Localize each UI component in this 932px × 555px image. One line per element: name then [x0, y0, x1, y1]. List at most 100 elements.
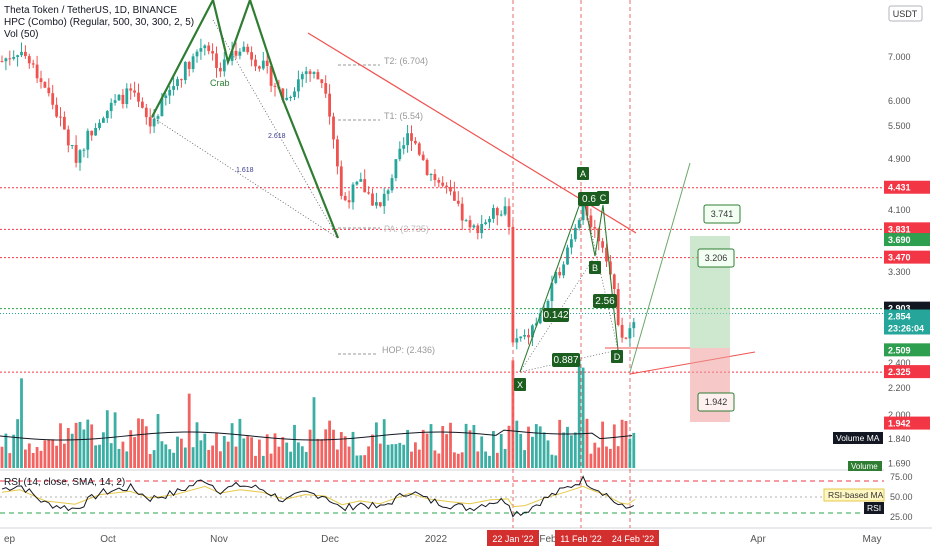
- volume-bar: [371, 434, 374, 468]
- currency-badge[interactable]: [888, 5, 923, 22]
- volume-bar: [511, 360, 515, 468]
- volume-bar: [355, 455, 359, 468]
- volume-bar: [484, 451, 487, 468]
- volume-bar: [277, 446, 281, 468]
- candle-body: [531, 325, 534, 338]
- volume-badge-bg: [848, 461, 882, 471]
- candle-body: [585, 204, 589, 216]
- volume-bar: [542, 432, 546, 468]
- volume-bar: [581, 367, 585, 468]
- currency-badge-text: USDT: [893, 9, 918, 19]
- price-tick-label: 1.690: [888, 458, 911, 468]
- volume-bar: [589, 453, 593, 468]
- candle-body: [207, 45, 211, 52]
- volume-bar: [222, 435, 226, 468]
- candle-body: [378, 202, 382, 207]
- pattern-point-d: [611, 350, 623, 363]
- price-label-6: 23:26:04: [888, 324, 924, 334]
- candle-body: [105, 111, 109, 119]
- volume-bar: [308, 429, 312, 468]
- candle-body: [304, 71, 308, 75]
- rsi-ma-badge: RSI-based MA: [828, 490, 884, 500]
- volume-bar: [261, 455, 265, 468]
- volume-bar: [82, 429, 86, 468]
- volume-bar: [199, 440, 203, 468]
- volume-bar: [562, 432, 565, 468]
- price-label-box-3: [884, 250, 930, 264]
- price-label-2: 3.690: [888, 235, 911, 245]
- price-label-1: 3.831: [888, 224, 911, 234]
- volume-bar: [359, 455, 363, 468]
- candle-body: [129, 88, 133, 91]
- volume-bar: [242, 438, 246, 468]
- volume-bar: [378, 443, 382, 468]
- volume-bar: [137, 418, 140, 468]
- price-label-box-6: [884, 321, 930, 335]
- price-tick-label: 5.500: [888, 121, 911, 131]
- pattern-point-label-c: C: [600, 193, 607, 203]
- candle-body: [16, 55, 19, 57]
- volume-bar: [39, 450, 43, 468]
- candle-body: [624, 337, 628, 339]
- pattern-ratio-0: 0.6: [582, 194, 596, 205]
- candle-body: [414, 140, 417, 144]
- volume-bar: [226, 441, 230, 468]
- volume-bar: [558, 419, 562, 468]
- pattern-point-b: [589, 261, 601, 274]
- candle-body: [109, 102, 113, 112]
- volume-bar: [609, 448, 612, 468]
- candle-body: [4, 58, 8, 62]
- candle-body: [234, 50, 238, 56]
- candle-body: [203, 45, 207, 49]
- pa-label: PA: (3.735): [384, 224, 429, 234]
- volume-bar: [172, 452, 175, 468]
- pattern-ratio-1: 0.142: [543, 310, 568, 321]
- crab-ratio-2618: 2.618: [268, 133, 286, 140]
- legend-hpc-indicator: HPC (Combo) (Regular, 500, 30, 300, 2, 5…: [4, 17, 195, 28]
- candle-body: [113, 100, 117, 103]
- candle-body: [152, 118, 156, 127]
- volume-bar: [55, 445, 58, 468]
- candle-body: [238, 51, 242, 56]
- volume-bar: [382, 419, 386, 468]
- legend-volume-indicator: Vol (50): [4, 29, 39, 40]
- volume-bar: [570, 435, 573, 468]
- price-label-4: 2.903: [888, 304, 911, 314]
- candle-body: [35, 64, 39, 79]
- candle-body: [609, 261, 612, 275]
- volume-bar: [445, 434, 448, 468]
- candle-body: [176, 79, 179, 87]
- candle-body: [410, 133, 413, 141]
- candle-body: [449, 186, 452, 192]
- candle-body: [164, 95, 168, 99]
- candle-body: [289, 97, 292, 99]
- price-label-7: 2.509: [888, 345, 911, 355]
- candle-body: [94, 127, 97, 136]
- candle-body: [63, 116, 66, 130]
- time-highlight-label-2: 24 Feb '22: [612, 534, 654, 544]
- volume-bar: [332, 429, 335, 468]
- volume-bar: [488, 455, 491, 468]
- candle-body: [160, 98, 164, 117]
- rsi-badge-bg: [864, 502, 884, 514]
- candle-body: [258, 66, 261, 69]
- volume-bar: [269, 453, 273, 468]
- volume-bar: [86, 419, 90, 468]
- candle-body: [581, 204, 585, 221]
- pattern-ratio-3: 0.887: [553, 355, 578, 366]
- volume-bar: [375, 422, 378, 468]
- candle-body: [187, 62, 191, 69]
- volume-bar: [402, 444, 406, 468]
- candle-body: [554, 271, 558, 283]
- candle-body: [261, 60, 265, 69]
- candle-body: [168, 89, 172, 96]
- volume-bar: [414, 442, 417, 468]
- volume-bar: [336, 449, 339, 468]
- volume-bar: [495, 452, 499, 468]
- target-label-2: 1.942: [705, 397, 728, 407]
- volume-bar: [460, 452, 464, 468]
- volume-bar: [324, 429, 328, 468]
- volume-bar: [254, 455, 257, 468]
